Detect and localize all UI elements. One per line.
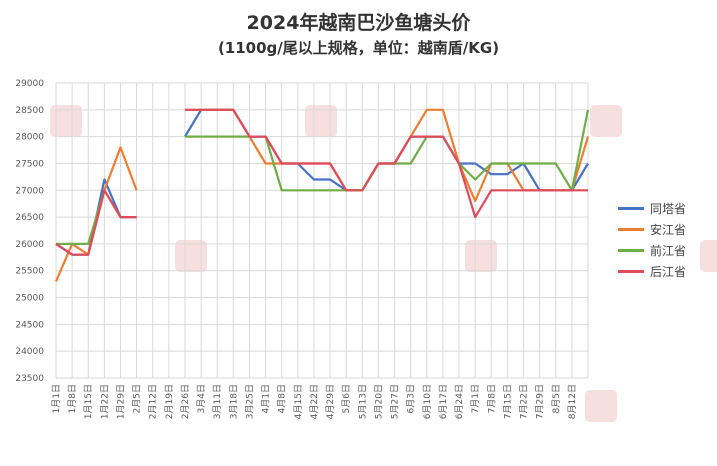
y-tick-label: 26500: [15, 213, 44, 223]
legend-item: 安江省: [618, 219, 686, 240]
series-line-3: [55, 108, 588, 256]
x-tick-label: 7月8日: [486, 384, 497, 413]
x-tick-label: 2月5日: [132, 384, 143, 413]
x-tick-label: 8月5日: [551, 384, 562, 413]
legend-swatch: [618, 270, 644, 273]
y-tick-label: 25500: [15, 267, 44, 277]
x-tick-label: 4月1日: [261, 384, 272, 413]
x-tick-label: 7月1日: [470, 384, 481, 413]
y-tick-label: 24000: [15, 347, 44, 357]
legend-label: 后江省: [650, 265, 687, 279]
x-tick-label: 7月29日: [535, 384, 546, 419]
watermark-logo: [585, 390, 617, 422]
x-tick-label: 2月12日: [148, 384, 159, 419]
x-tick-label: 4月8日: [277, 384, 288, 413]
legend-label: 前江省: [650, 244, 687, 258]
x-tick-label: 3月4日: [196, 384, 207, 413]
y-tick-label: 28000: [15, 133, 44, 143]
watermark-logo: [175, 240, 207, 272]
legend-label: 同塔省: [650, 202, 687, 216]
x-tick-label: 7月15日: [502, 384, 513, 419]
y-tick-label: 27000: [15, 186, 44, 196]
legend-label: 安江省: [650, 223, 687, 237]
legend-item: 后江省: [618, 261, 686, 282]
x-tick-label: 3月11日: [212, 384, 223, 419]
y-tick-label: 25000: [15, 294, 44, 304]
chart-subtitle: (1100g/尾以上规格，单位：越南盾/KG): [217, 39, 500, 57]
watermark-logo: [465, 240, 497, 272]
x-tick-label: 4月15日: [293, 384, 304, 419]
x-tick-label: 6月24日: [454, 384, 465, 419]
x-tick-label: 1月29日: [115, 384, 126, 419]
legend-swatch: [618, 249, 644, 252]
x-tick-label: 5月20日: [373, 384, 384, 419]
x-tick-label: 1月1日: [51, 384, 62, 413]
watermark-logo: [700, 240, 717, 272]
chart-title: 2024年越南巴沙鱼塘头价: [246, 12, 471, 34]
x-tick-label: 1月15日: [83, 384, 94, 419]
x-tick-label: 3月25日: [244, 384, 255, 419]
x-tick-label: 5月6日: [341, 384, 352, 413]
legend-item: 前江省: [618, 240, 686, 261]
legend-swatch: [618, 228, 644, 231]
x-tick-label: 5月27日: [390, 384, 401, 419]
x-tick-label: 4月22日: [309, 384, 320, 419]
x-tick-label: 1月22日: [99, 384, 110, 419]
x-tick-label: 2月19日: [164, 384, 175, 419]
x-tick-label: 6月17日: [438, 384, 449, 419]
x-tick-label: 6月10日: [422, 384, 433, 419]
y-tick-label: 28500: [15, 106, 44, 116]
y-tick-label: 27500: [15, 159, 44, 169]
x-tick-label: 7月22日: [519, 384, 530, 419]
watermark-logo: [590, 105, 622, 137]
legend-item: 同塔省: [618, 198, 686, 219]
x-tick-label: 5月13日: [357, 384, 368, 419]
legend-swatch: [618, 207, 644, 210]
x-tick-label: 8月12日: [567, 384, 578, 419]
y-tick-label: 26000: [15, 240, 44, 250]
y-tick-label: 23500: [15, 374, 44, 384]
x-tick-label: 6月3日: [406, 384, 417, 413]
x-tick-label: 2月26日: [180, 384, 191, 419]
watermark-logo: [305, 105, 337, 137]
watermark-logo: [50, 105, 82, 137]
x-tick-label: 4月29日: [325, 384, 336, 419]
legend: 同塔省安江省前江省后江省: [618, 198, 686, 282]
y-tick-label: 24500: [15, 320, 44, 330]
x-tick-label: 1月8日: [67, 384, 78, 413]
x-tick-label: 3月18日: [228, 384, 239, 419]
y-tick-label: 29000: [15, 79, 44, 89]
